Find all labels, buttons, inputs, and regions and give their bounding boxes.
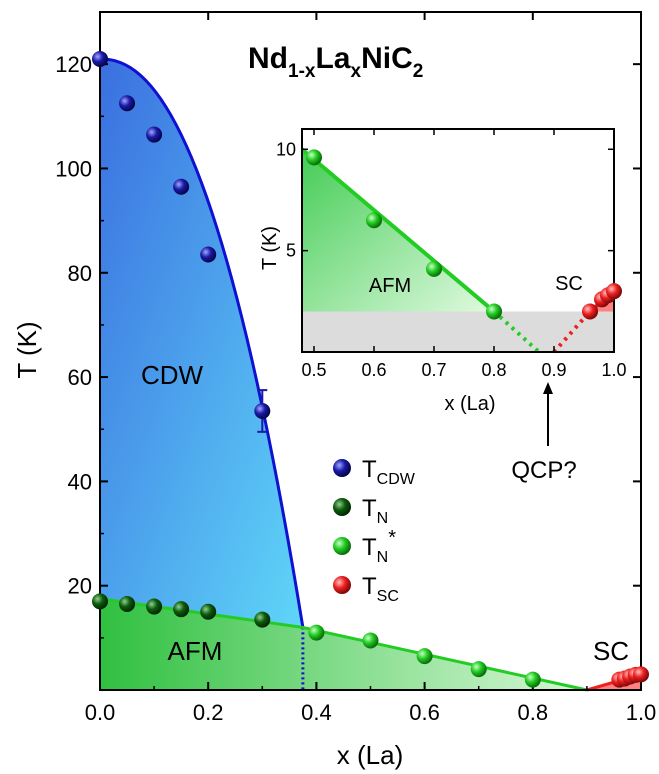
x-tick-label: 0.8 [518, 700, 549, 725]
data-point-tnstar [362, 632, 379, 649]
legend-marker-cdw [333, 459, 351, 477]
inset-x-tick-label: 0.9 [541, 360, 566, 380]
x-tick-label: 0.2 [193, 700, 224, 725]
afm-region [100, 598, 587, 690]
inset-frame [301, 128, 615, 353]
x-tick-label: 0.0 [85, 700, 116, 725]
legend-label-nstar: TN* [362, 527, 396, 566]
y-tick-label: 20 [68, 574, 92, 599]
data-point-tnstar [416, 648, 433, 665]
inset-data-point-tsc [582, 303, 598, 320]
y-tick-label: 100 [55, 156, 92, 181]
inset-sc-label: SC [555, 273, 583, 295]
y-tick-label: 60 [68, 365, 92, 390]
data-point-tn [119, 595, 136, 612]
x-tick-label: 1.0 [626, 700, 657, 725]
afm-boundary-line [99, 597, 588, 692]
x-tick-label: 0.4 [301, 700, 332, 725]
cdw-region-label: CDW [141, 360, 204, 390]
y-tick-label: 40 [68, 469, 92, 494]
inset-data-point-tnstar [486, 303, 502, 320]
inset-x-tick-label: 0.6 [361, 360, 386, 380]
data-point-tn [200, 603, 217, 620]
chart-title: Nd1-xLaxNiC2 [248, 42, 423, 82]
legend-label-n: TN [362, 495, 388, 527]
data-point-tn [254, 611, 271, 628]
afm-region-label: AFM [168, 636, 223, 666]
inset-x-axis-label: x (La) [444, 393, 495, 415]
data-point-tcdw [146, 126, 163, 143]
data-point-tn [92, 593, 108, 610]
x-axis-label: x (La) [337, 740, 403, 770]
y-tick-label: 120 [55, 52, 92, 77]
x-tick-label: 0.6 [409, 700, 440, 725]
main-plot-area: 0.0 0.2 0.4 0.6 0.8 1.0 20 40 60 80 100 120 [55, 11, 657, 725]
y-axis-label: T (K) [12, 321, 42, 378]
inset-x-tick-label: 1.0 [601, 360, 626, 380]
inset-data-point-tsc [606, 283, 622, 300]
data-point-tsc [633, 666, 649, 683]
qcp-annotation: QCP? [511, 382, 577, 484]
inset-data-point-tnstar [426, 260, 442, 277]
data-point-tcdw [92, 50, 108, 67]
sc-region-label: SC [593, 636, 629, 666]
data-point-tcdw [173, 178, 190, 195]
inset-afm-line [300, 147, 496, 313]
inset-data-point-tnstar [306, 149, 322, 166]
cdw-boundary-line [99, 57, 305, 628]
data-point-tnstar [524, 671, 541, 688]
data-point-tnstar [470, 661, 487, 678]
cdw-region [100, 58, 303, 628]
legend-marker-n [333, 498, 351, 516]
y-tick-label: 80 [68, 261, 92, 286]
inset-x-tick-label: 0.7 [421, 360, 446, 380]
inset-x-tick-label: 0.8 [481, 360, 506, 380]
legend-label-cdw: TCDW [362, 456, 416, 488]
data-point-tcdw [200, 246, 217, 263]
data-point-tnstar [308, 624, 325, 641]
inset-y-tick-label: 5 [286, 241, 296, 261]
qcp-label: QCP? [511, 457, 576, 484]
data-point-tn [173, 601, 190, 618]
inset-plot: 0.5 0.6 0.7 0.8 0.9 1.0 5 10 [276, 128, 627, 380]
legend-label-sc: TSC [362, 573, 399, 605]
inset-y-tick-label: 10 [276, 139, 296, 159]
data-point-tn [146, 598, 163, 615]
inset-data-point-tnstar [366, 212, 382, 229]
inset-y-axis-label: T (K) [259, 226, 281, 270]
legend-marker-nstar [333, 537, 351, 555]
inset-sc-dotted-line [552, 310, 592, 354]
data-point-tcdw [119, 95, 136, 112]
inset-gray-band [302, 311, 614, 352]
inset-x-tick-label: 0.5 [301, 360, 326, 380]
inset-afm-label: AFM [369, 275, 411, 297]
legend-marker-sc [333, 576, 351, 594]
data-point-tcdw [254, 402, 271, 419]
inset-afm-dotted-line [492, 309, 541, 354]
